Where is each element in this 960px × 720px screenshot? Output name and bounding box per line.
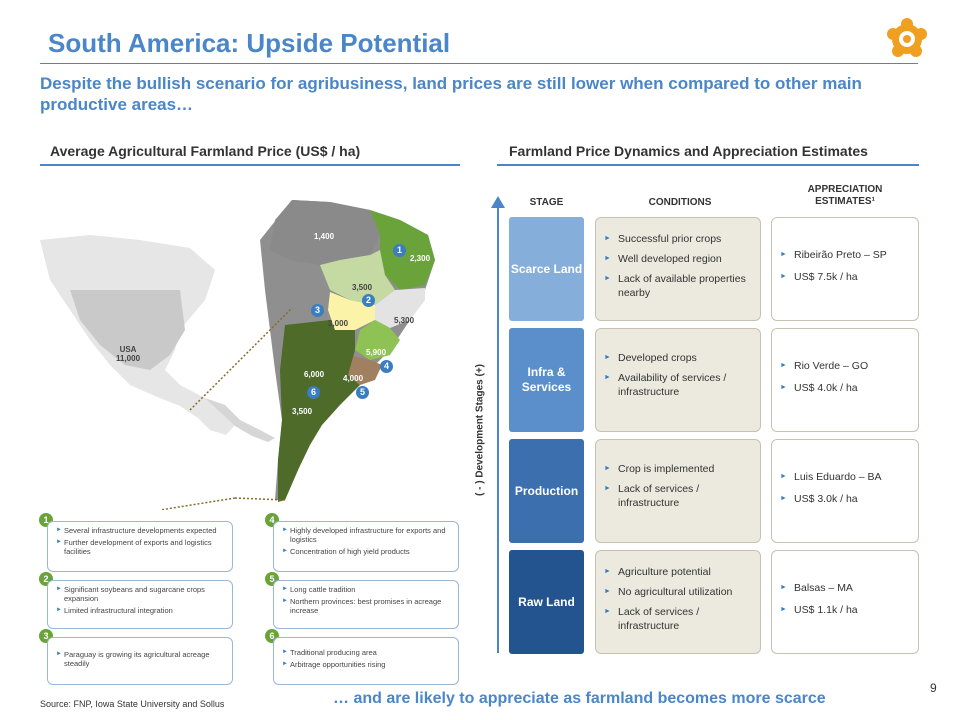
map-label-usa: USA 11,000	[116, 345, 140, 363]
condition-item: Successful prior crops	[604, 232, 754, 246]
map-badge-2: 2	[362, 294, 375, 307]
right-section-rule	[497, 164, 919, 166]
region-southeast	[355, 320, 400, 360]
map-connector-line-3	[189, 307, 293, 411]
map-label-center: 3,500	[352, 283, 373, 292]
info-box-5-item: Northern provinces: best promises in acr…	[282, 597, 452, 615]
condition-item: Lack of services / infrastructure	[604, 605, 754, 633]
info-box-1-item: Several infrastructure developments expe…	[56, 526, 226, 535]
region-argentina	[278, 320, 360, 502]
info-box-1: Several infrastructure developments expe…	[47, 521, 233, 572]
left-section-heading: Average Agricultural Farmland Price (US$…	[50, 143, 361, 159]
map-label-usa-title: USA	[119, 345, 137, 354]
condition-item: Agriculture potential	[604, 565, 754, 579]
info-box-4-item: Concentration of high yield products	[282, 547, 452, 556]
appreciation-raw-land: Balsas – MA US$ 1.1k / ha	[771, 550, 919, 654]
title-divider	[40, 63, 918, 64]
column-header-conditions: CONDITIONS	[648, 197, 712, 208]
conditions-infra-services: Developed crops Availability of services…	[595, 328, 761, 432]
left-section-rule	[40, 164, 460, 166]
info-box-3-item: Paraguay is growing its agricultural acr…	[56, 650, 226, 668]
stage-raw-land: Raw Land	[509, 550, 584, 654]
info-box-1-item: Further development of exports and logis…	[56, 538, 226, 556]
info-box-6: Traditional producing area Arbitrage opp…	[273, 637, 459, 685]
appreciation-location: Luis Eduardo – BA	[780, 470, 912, 484]
appreciation-location: Balsas – MA	[780, 581, 912, 595]
region-parana	[348, 355, 382, 385]
source-note: Source: FNP, Iowa State University and S…	[40, 699, 225, 709]
stage-scarce-land: Scarce Land	[509, 217, 584, 321]
info-box-3: Paraguay is growing its agricultural acr…	[47, 637, 233, 685]
appreciation-location: Rio Verde – GO	[780, 359, 912, 373]
development-axis-label: ( - ) Development Stages (+)	[474, 364, 486, 496]
page-number: 9	[930, 681, 937, 695]
appreciation-price: US$ 4.0k / ha	[780, 381, 912, 395]
condition-item: Lack of available properties nearby	[604, 272, 754, 300]
axis-arrow-icon	[491, 196, 505, 208]
column-header-appreciation: APPRECIATION ESTIMATES¹	[807, 184, 883, 207]
region-north	[270, 200, 380, 265]
condition-item: Crop is implemented	[604, 462, 754, 476]
map-label-north: 1,400	[314, 232, 335, 241]
map-label-east: 5,300	[394, 316, 415, 325]
stage-production: Production	[509, 439, 584, 543]
map-label-parana: 4,000	[343, 374, 364, 383]
right-section-heading: Farmland Price Dynamics and Appreciation…	[509, 143, 868, 159]
appreciation-location: Ribeirão Preto – SP	[780, 248, 912, 262]
condition-item: Lack of services / infrastructure	[604, 482, 754, 510]
map-badge-4: 4	[380, 360, 393, 373]
map-label-northeast: 2,300	[410, 254, 431, 263]
conditions-scarce-land: Successful prior crops Well developed re…	[595, 217, 761, 321]
map-connector-line-1	[234, 497, 286, 501]
region-east	[375, 288, 425, 328]
map-badge-3: 3	[311, 304, 324, 317]
condition-item: Developed crops	[604, 351, 754, 365]
development-axis	[497, 205, 499, 653]
info-box-5-item: Long cattle tradition	[282, 585, 452, 594]
americas-map	[40, 200, 435, 510]
map-label-west-center: 3,000	[328, 319, 349, 328]
appreciation-price: US$ 1.1k / ha	[780, 603, 912, 617]
map-label-argentina-south: 3,500	[292, 407, 313, 416]
condition-item: Well developed region	[604, 252, 754, 266]
company-logo-icon	[887, 18, 927, 57]
map-badge-1: 1	[393, 244, 406, 257]
info-box-6-item: Arbitrage opportunities rising	[282, 660, 452, 669]
central-america-shape	[205, 398, 275, 442]
appreciation-scarce-land: Ribeirão Preto – SP US$ 7.5k / ha	[771, 217, 919, 321]
map-label-usa-value: 11,000	[116, 354, 141, 363]
conditions-raw-land: Agriculture potential No agricultural ut…	[595, 550, 761, 654]
info-box-5: Long cattle tradition Northern provinces…	[273, 580, 459, 629]
map-badge-5: 5	[356, 386, 369, 399]
condition-item: Availability of services / infrastructur…	[604, 371, 754, 399]
info-box-4: Highly developed infrastructure for expo…	[273, 521, 459, 572]
appreciation-price: US$ 3.0k / ha	[780, 492, 912, 506]
appreciation-production: Luis Eduardo – BA US$ 3.0k / ha	[771, 439, 919, 543]
region-center	[320, 250, 395, 305]
map-label-southeast: 5,900	[366, 348, 387, 357]
appreciation-price: US$ 7.5k / ha	[780, 270, 912, 284]
map-connector-line-2	[159, 497, 236, 510]
region-west-center	[328, 292, 375, 330]
info-box-4-item: Highly developed infrastructure for expo…	[282, 526, 452, 544]
appreciation-infra-services: Rio Verde – GO US$ 4.0k / ha	[771, 328, 919, 432]
map-badge-6: 6	[307, 386, 320, 399]
map-label-argentina-north: 6,000	[304, 370, 325, 379]
page-subtitle: Despite the bullish scenario for agribus…	[40, 74, 862, 114]
info-box-6-item: Traditional producing area	[282, 648, 452, 657]
info-box-2-item: Limited infrastructural integration	[56, 606, 226, 615]
info-box-2: Significant soybeans and sugarcane crops…	[47, 580, 233, 629]
stage-infra-services: Infra & Services	[509, 328, 584, 432]
page-title: South America: Upside Potential	[48, 28, 451, 58]
column-header-stage: STAGE	[529, 197, 564, 208]
conditions-production: Crop is implemented Lack of services / i…	[595, 439, 761, 543]
usa-shape	[70, 290, 185, 370]
condition-item: No agricultural utilization	[604, 585, 754, 599]
info-box-2-item: Significant soybeans and sugarcane crops…	[56, 585, 226, 603]
footer-conclusion: … and are likely to appreciate as farmla…	[333, 690, 826, 707]
